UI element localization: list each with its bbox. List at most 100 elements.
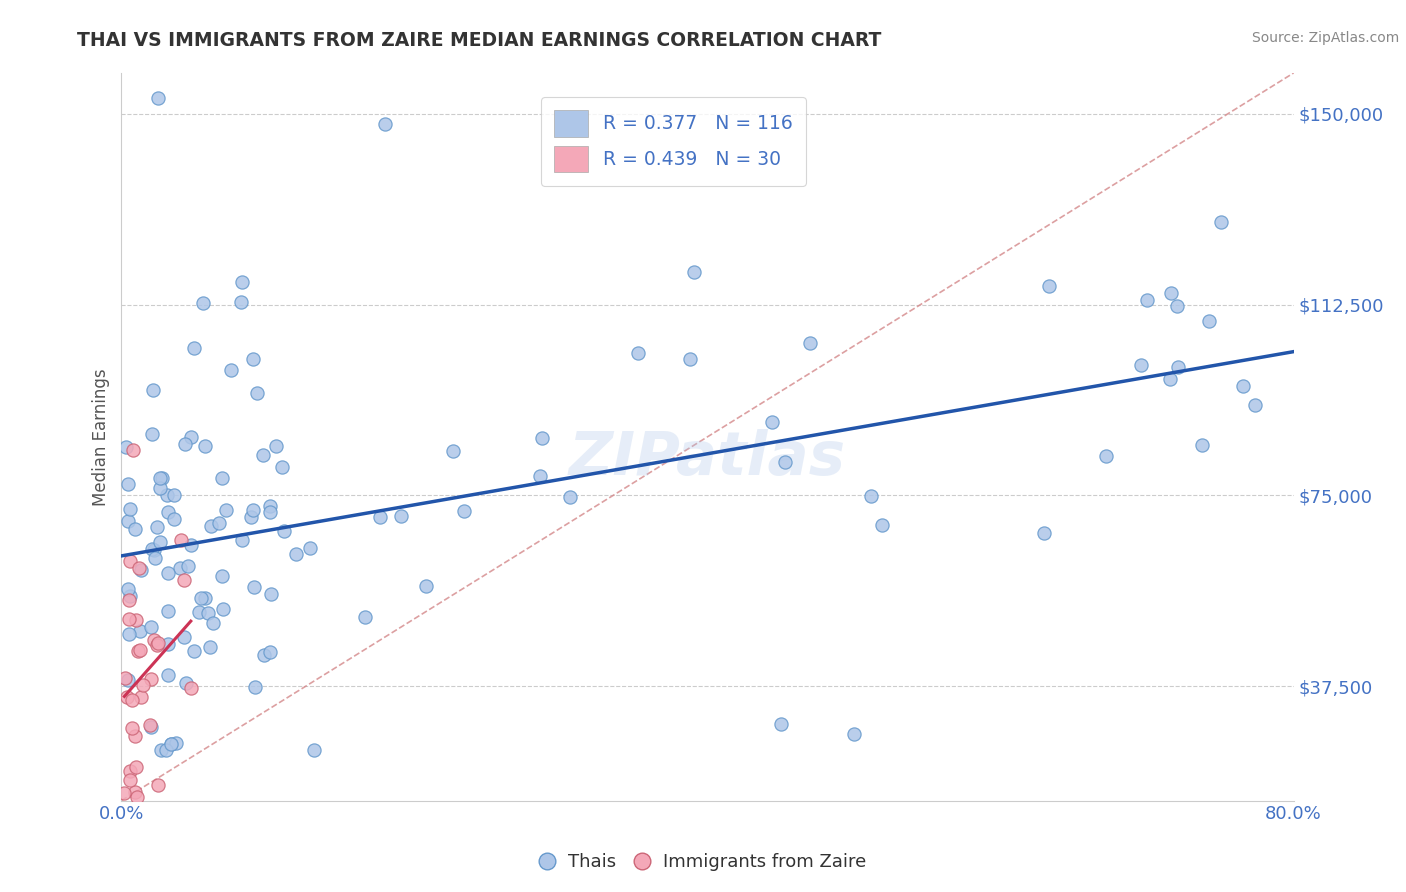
Point: [354, 610, 377, 624]
Point: [1094, 449, 1116, 463]
Point: [253, 648, 276, 662]
Point: [1167, 360, 1189, 375]
Point: [242, 352, 264, 367]
Point: [148, 636, 170, 650]
Point: [118, 554, 141, 568]
Point: [1191, 438, 1213, 452]
Point: [183, 644, 205, 658]
Point: [870, 518, 893, 533]
Point: [141, 672, 163, 686]
Point: [221, 363, 243, 377]
Point: [121, 721, 143, 735]
Point: [157, 604, 180, 618]
Point: [183, 341, 205, 355]
Point: [197, 606, 219, 620]
Point: [368, 510, 391, 524]
Legend: R = 0.377   N = 116, R = 0.439   N = 30: R = 0.377 N = 116, R = 0.439 N = 30: [541, 97, 806, 186]
Point: [146, 778, 169, 792]
Point: [198, 640, 221, 654]
Point: [201, 616, 224, 631]
Point: [264, 438, 287, 452]
Point: [157, 637, 180, 651]
Point: [157, 566, 180, 580]
Point: [859, 489, 882, 503]
Point: [211, 569, 233, 583]
Point: [180, 538, 202, 552]
Point: [142, 383, 165, 397]
Point: [231, 275, 253, 289]
Point: [190, 591, 212, 605]
Point: [132, 678, 155, 692]
Point: [242, 503, 264, 517]
Point: [285, 547, 308, 561]
Point: [1160, 286, 1182, 301]
Point: [531, 431, 554, 445]
Point: [139, 718, 162, 732]
Point: [1129, 359, 1152, 373]
Point: [259, 505, 281, 519]
Point: [149, 471, 172, 485]
Point: [302, 743, 325, 757]
Point: [115, 440, 138, 454]
Point: [117, 673, 139, 687]
Point: [142, 543, 165, 558]
Point: [761, 415, 783, 429]
Point: [127, 789, 149, 804]
Point: [187, 605, 209, 619]
Point: [117, 612, 139, 626]
Point: [120, 589, 142, 603]
Point: [441, 444, 464, 458]
Point: [115, 690, 138, 704]
Point: [156, 505, 179, 519]
Point: [124, 730, 146, 744]
Point: [155, 743, 177, 757]
Point: [170, 533, 193, 548]
Point: [118, 593, 141, 607]
Point: [1166, 299, 1188, 313]
Point: [128, 561, 150, 575]
Point: [131, 563, 153, 577]
Point: [159, 737, 181, 751]
Point: [120, 764, 142, 779]
Point: [211, 470, 233, 484]
Point: [1244, 398, 1267, 412]
Point: [118, 772, 141, 787]
Point: [1159, 372, 1181, 386]
Point: [149, 534, 172, 549]
Text: ZIPatlas: ZIPatlas: [569, 429, 846, 488]
Point: [149, 743, 172, 757]
Point: [773, 455, 796, 469]
Point: [145, 520, 167, 534]
Point: [117, 476, 139, 491]
Point: [243, 680, 266, 694]
Point: [215, 502, 238, 516]
Point: [142, 633, 165, 648]
Point: [239, 510, 262, 524]
Point: [259, 586, 281, 600]
Point: [173, 630, 195, 644]
Point: [180, 429, 202, 443]
Point: [122, 442, 145, 457]
Point: [141, 427, 163, 442]
Point: [842, 727, 865, 741]
Point: [1033, 526, 1056, 541]
Point: [259, 499, 281, 513]
Point: [127, 643, 149, 657]
Point: [180, 681, 202, 696]
Point: [259, 645, 281, 659]
Point: [374, 117, 396, 131]
Point: [558, 490, 581, 504]
Point: [453, 503, 475, 517]
Point: [163, 488, 186, 502]
Point: [799, 335, 821, 350]
Point: [124, 523, 146, 537]
Point: [146, 91, 169, 105]
Point: [176, 676, 198, 690]
Point: [173, 573, 195, 587]
Point: [1136, 293, 1159, 307]
Text: THAI VS IMMIGRANTS FROM ZAIRE MEDIAN EARNINGS CORRELATION CHART: THAI VS IMMIGRANTS FROM ZAIRE MEDIAN EAR…: [77, 31, 882, 50]
Point: [679, 352, 702, 367]
Point: [141, 721, 163, 735]
Point: [231, 533, 253, 548]
Text: Source: ZipAtlas.com: Source: ZipAtlas.com: [1251, 31, 1399, 45]
